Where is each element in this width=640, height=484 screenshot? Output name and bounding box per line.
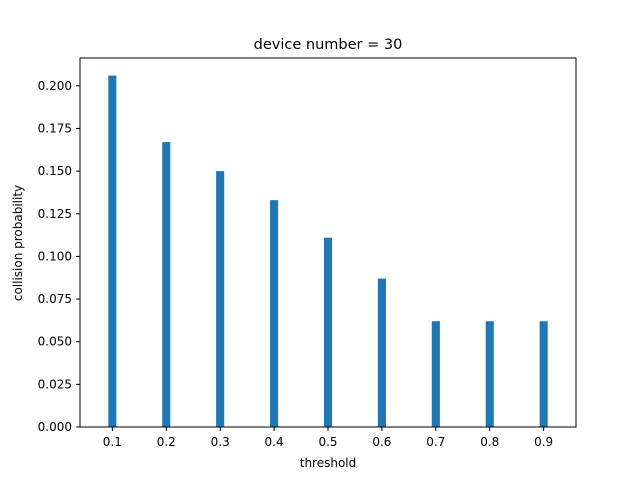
y-tick-label: 0.000 [38, 420, 72, 434]
x-tick-label: 0.7 [426, 435, 445, 449]
y-tick-label: 0.075 [38, 292, 72, 306]
x-axis-label: threshold [300, 456, 357, 470]
y-tick-label: 0.125 [38, 207, 72, 221]
bar-0.5 [323, 237, 333, 427]
bar-0.8 [485, 321, 494, 427]
x-tick-label: 0.5 [318, 435, 337, 449]
bar-0.7 [431, 321, 440, 427]
x-tick-label: 0.3 [211, 435, 230, 449]
y-axis-label: collision probability [11, 185, 25, 301]
chart-title: device number = 30 [254, 37, 403, 53]
x-tick-label: 0.8 [480, 435, 499, 449]
bars-group [108, 75, 548, 427]
x-tick-label: 0.6 [372, 435, 391, 449]
y-tick-label: 0.175 [38, 121, 72, 135]
x-tick-label: 0.4 [265, 435, 284, 449]
x-tick-label: 0.1 [103, 435, 122, 449]
y-tick-label: 0.150 [38, 164, 72, 178]
bar-0.3 [216, 171, 225, 427]
x-tick-label: 0.2 [157, 435, 176, 449]
bar-0.1 [108, 75, 117, 427]
y-tick-label: 0.200 [38, 79, 72, 93]
bar-0.4 [270, 200, 279, 427]
y-tick-label: 0.100 [38, 249, 72, 263]
x-tick-label: 0.9 [534, 435, 553, 449]
bar-0.6 [377, 278, 386, 427]
bar-0.9 [539, 321, 548, 427]
y-tick-label: 0.050 [38, 335, 72, 349]
bar-0.2 [162, 142, 171, 427]
ticks-group: 0.1 0.2 0.3 0.4 0.5 0.6 0.7 0.8 0.9 0.000 0.025 0.0… [38, 79, 554, 449]
y-tick-label: 0.025 [38, 377, 72, 391]
